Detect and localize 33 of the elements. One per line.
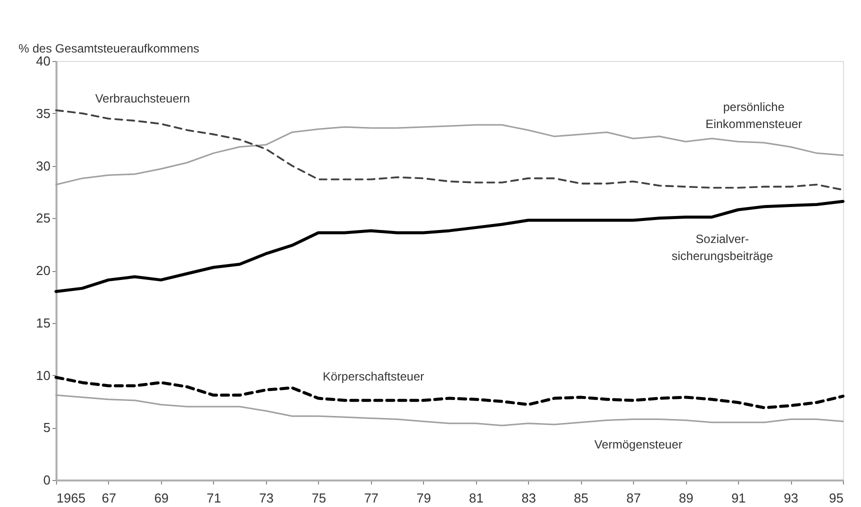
series-label: persönliche Einkommensteuer: [705, 100, 802, 132]
x-tick-label: 91: [731, 490, 746, 506]
x-tick-label: 79: [416, 490, 431, 506]
series-label: Vermögensteuer: [594, 437, 682, 452]
y-tick-label: 0: [43, 472, 50, 488]
y-tick-label: 10: [36, 368, 50, 383]
x-tick-label: 85: [574, 490, 588, 506]
series-label: Sozialver- sicherungsbeiträge: [672, 232, 774, 264]
x-tick-label: 87: [626, 490, 641, 506]
line-series: [55, 394, 844, 426]
y-axis-title: % des Gesamtsteueraufkommens: [18, 42, 200, 56]
x-tick-label: 1965: [56, 490, 86, 506]
y-tick-label: 25: [36, 210, 50, 226]
x-tick-label: 83: [521, 490, 536, 506]
y-tick-label: 30: [36, 158, 50, 174]
x-tick-label: 73: [259, 490, 274, 506]
series-label: Körperschaftsteuer: [322, 369, 424, 384]
x-tick-label: 95: [829, 490, 844, 506]
series-label: Verbrauchsteuern: [95, 92, 190, 106]
y-tick-label: 20: [36, 263, 50, 278]
y-tick-label: 35: [36, 106, 50, 121]
y-tick-label: 5: [43, 420, 50, 436]
x-tick-label: 75: [312, 490, 326, 506]
x-tick-label: 69: [154, 490, 169, 506]
x-tick-label: 67: [102, 490, 116, 506]
x-tick-label: 71: [206, 490, 222, 506]
x-tick-label: 77: [364, 490, 379, 506]
line-series: [54, 200, 844, 293]
x-tick-label: 81: [469, 490, 484, 506]
x-tick-label: 89: [678, 490, 694, 506]
y-tick-label: 15: [36, 315, 50, 330]
x-tick-label: 93: [784, 490, 798, 506]
y-tick-label: 40: [36, 54, 50, 68]
